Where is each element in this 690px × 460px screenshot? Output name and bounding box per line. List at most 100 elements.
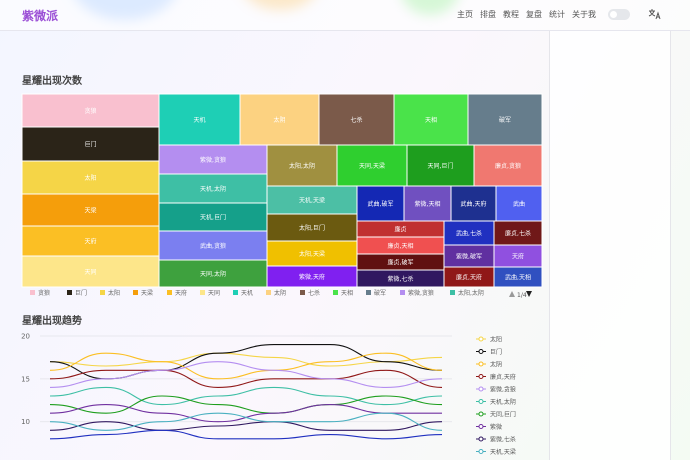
cell-label: 紫微,七杀 xyxy=(388,275,414,283)
nav-link[interactable]: 统计 xyxy=(549,10,565,19)
legend-dot xyxy=(478,436,484,442)
legend-label: 太阳,太阴 xyxy=(458,289,484,297)
cell-label: 七杀 xyxy=(350,116,362,124)
series-line xyxy=(49,404,442,423)
legend-label: 太阳 xyxy=(108,289,120,297)
pager-prev[interactable] xyxy=(509,291,515,297)
legend-label: 天同,巨门 xyxy=(490,411,516,419)
nav-links: 主页 排盘 教程 复盘 统计 关于我 xyxy=(457,9,596,20)
legend-label: 破军 xyxy=(374,289,386,297)
cell-label: 天同,巨门 xyxy=(428,162,454,170)
nav-link[interactable]: 主页 xyxy=(457,10,473,19)
cell-label: 武曲,天府 xyxy=(461,200,487,208)
cell-label: 紫微,贪狼 xyxy=(200,156,226,164)
series-line xyxy=(49,386,443,406)
nav-link[interactable]: 复盘 xyxy=(526,10,542,19)
cell-label: 天府 xyxy=(512,253,524,261)
legend-swatch xyxy=(30,290,35,295)
series-line xyxy=(49,352,443,367)
legend-label: 天相 xyxy=(341,289,353,297)
cell-label: 廉贞,天府 xyxy=(456,274,482,282)
legend-swatch xyxy=(167,290,172,295)
legend-label: 天府 xyxy=(175,289,187,297)
treemap-cell xyxy=(493,266,543,288)
cell-label: 天同,天梁 xyxy=(359,162,385,170)
treemap-cell xyxy=(158,259,268,288)
treemap-cell xyxy=(266,185,358,215)
cell-label: 天同,太阴 xyxy=(200,270,226,278)
legend-swatch xyxy=(233,290,238,295)
treemap-cell xyxy=(403,185,452,222)
theme-toggle[interactable] xyxy=(608,9,630,20)
legend-swatch xyxy=(133,290,138,295)
cell-label: 巨门 xyxy=(84,141,96,149)
legend-swatch xyxy=(450,290,455,295)
cell-label: 紫微,破军 xyxy=(456,253,482,261)
cell-label: 贪狼 xyxy=(84,107,96,115)
legend-label: 天机,太阴 xyxy=(490,398,516,406)
legend-label: 紫微,贪狼 xyxy=(490,386,516,394)
legend-dot xyxy=(478,374,484,379)
legend-label: 巨门 xyxy=(75,289,87,297)
series-line xyxy=(49,352,443,380)
logo[interactable]: 紫微派 xyxy=(22,9,59,23)
legend-label: 紫微,七杀 xyxy=(490,436,516,444)
cell-label: 天机,天梁 xyxy=(299,197,325,205)
legend-label: 太阴 xyxy=(490,361,502,369)
legend-label: 巨门 xyxy=(490,348,502,356)
treemap-cell xyxy=(450,185,497,222)
translate-icon[interactable] xyxy=(648,8,662,20)
nav-link[interactable]: 关于我 xyxy=(572,10,596,19)
cell-label: 廉贞,天相 xyxy=(388,242,414,250)
nav-link[interactable]: 排盘 xyxy=(480,10,496,19)
cell-label: 廉贞,破军 xyxy=(388,259,414,267)
legend-label: 天机,天梁 xyxy=(490,448,516,456)
legend-label: 天梁 xyxy=(141,289,153,297)
cell-label: 太阳 xyxy=(84,174,96,182)
legend-dot xyxy=(478,399,484,404)
legend-dot xyxy=(478,386,484,392)
nav-link[interactable]: 教程 xyxy=(503,10,519,19)
cell-label: 天梁 xyxy=(84,207,96,215)
treemap-cell xyxy=(21,160,160,195)
legend-dot xyxy=(478,411,484,417)
cell-label: 武曲 xyxy=(513,200,525,208)
legend-dot xyxy=(478,449,484,454)
pager-next[interactable] xyxy=(526,291,532,297)
cell-label: 廉贞,贪狼 xyxy=(495,162,521,170)
cell-label: 天机,太阴 xyxy=(200,185,226,193)
series-line xyxy=(49,412,443,431)
legend-swatch xyxy=(366,290,371,295)
legend-swatch xyxy=(266,290,271,295)
treemap-cell xyxy=(158,230,268,261)
legend-swatch xyxy=(333,290,338,295)
cell-label: 武曲,天相 xyxy=(505,274,531,282)
section-title: 星耀出现趋势 xyxy=(22,316,82,327)
treemap-cell xyxy=(393,93,469,146)
legend-label: 太阳 xyxy=(490,336,502,344)
cell-label: 天机,巨门 xyxy=(200,214,226,222)
legend-label: 紫微,贪狼 xyxy=(408,289,434,297)
cell-label: 天同 xyxy=(84,269,96,276)
legend-swatch xyxy=(100,290,105,295)
legend-label: 天同 xyxy=(208,290,220,297)
treemap-cell xyxy=(318,93,395,146)
legend-label: 天机 xyxy=(241,289,253,297)
treemap-cell xyxy=(21,255,160,288)
legend-label: 廉贞,天府 xyxy=(490,373,516,381)
section-title: 星耀出现次数 xyxy=(22,76,82,87)
cell-label: 天相 xyxy=(425,116,437,124)
cell-label: 武曲,七杀 xyxy=(456,230,482,238)
cell-label: 廉贞 xyxy=(394,226,406,234)
cell-label: 武曲,贪狼 xyxy=(200,242,226,250)
pager: 1/4 xyxy=(517,292,527,299)
legend-label: 紫微 xyxy=(490,423,502,431)
legend-dot xyxy=(478,349,484,354)
cell-label: 廉贞,七杀 xyxy=(505,230,531,238)
cell-label: 天机 xyxy=(193,116,205,124)
navbar: 紫微派 主页 排盘 教程 复盘 统计 关于我 xyxy=(0,0,690,31)
y-tick-label: 15 xyxy=(21,375,30,383)
legend-label: 太阴 xyxy=(274,289,286,297)
